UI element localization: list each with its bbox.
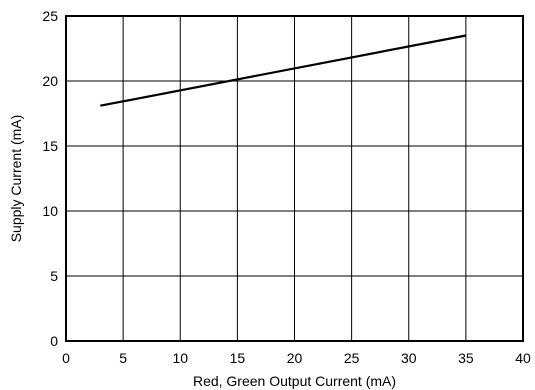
x-tick-label: 5: [119, 350, 127, 366]
x-tick-label: 40: [515, 350, 531, 366]
y-tick-label: 10: [42, 203, 58, 219]
x-tick-label: 25: [344, 350, 360, 366]
plot-area-frame: [65, 15, 524, 342]
x-tick-label: 10: [172, 350, 188, 366]
x-tick-label: 20: [287, 350, 303, 366]
y-tick-label: 0: [50, 333, 58, 349]
x-tick-label: 15: [230, 350, 246, 366]
x-axis-label: Red, Green Output Current (mA): [193, 373, 396, 389]
x-tick-label: 30: [401, 350, 417, 366]
y-axis-ticks: 0 5 10 15 20 25: [42, 8, 58, 349]
x-tick-label: 35: [458, 350, 474, 366]
y-tick-label: 5: [50, 268, 58, 284]
supply-current-line: [100, 34, 467, 107]
y-axis-label: Supply Current (mA): [8, 115, 24, 243]
grid-lines: [66, 16, 523, 341]
x-axis-ticks: 0 5 10 15 20 25 30 35 40: [62, 350, 531, 366]
y-tick-label: 25: [42, 8, 58, 24]
x-tick-label: 0: [62, 350, 70, 366]
series-group: [100, 34, 467, 107]
y-tick-label: 20: [42, 73, 58, 89]
y-tick-label: 15: [42, 138, 58, 154]
